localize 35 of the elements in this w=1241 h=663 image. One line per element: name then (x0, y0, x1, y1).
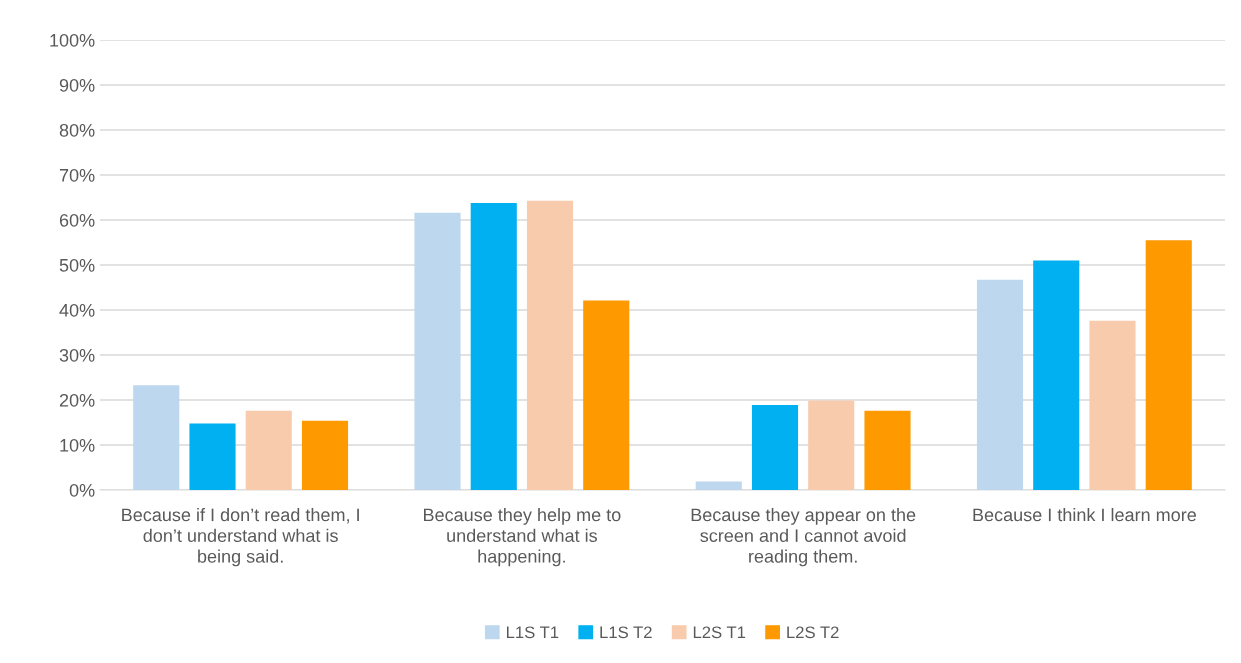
x-tick-label: Because I think I learn more (973, 508, 1196, 522)
y-tick-label: 70% (59, 168, 95, 182)
bar (1145, 240, 1192, 490)
legend-label: L1S T1 (506, 626, 559, 639)
y-tick-label: 10% (60, 438, 95, 452)
bar (808, 400, 855, 490)
x-tick-label: Because if I don’t read them, I don’t understand what is being said. (122, 508, 359, 567)
bar (864, 410, 911, 490)
bar (189, 423, 236, 490)
y-tick-label: 20% (59, 393, 95, 407)
y-tick-label: 50% (59, 258, 95, 272)
bar (301, 420, 349, 490)
bar (583, 300, 630, 490)
bar (695, 481, 742, 490)
bar (751, 404, 799, 490)
legend-label: L2S T2 (787, 626, 839, 639)
bar (1033, 260, 1080, 490)
bar (1089, 320, 1136, 490)
y-tick-label: 30% (59, 348, 95, 362)
y-tick-label: 0% (69, 483, 95, 497)
bar (976, 279, 1024, 490)
y-tick-label: 100% (50, 33, 95, 47)
legend-label: L1S T2 (600, 626, 652, 639)
y-tick-label: 40% (59, 303, 95, 317)
y-tick-label: 90% (59, 78, 95, 92)
y-tick-label: 60% (59, 213, 95, 227)
y-tick-label: 80% (59, 123, 95, 137)
bar (245, 410, 292, 490)
bar (470, 202, 517, 490)
bar (526, 200, 574, 490)
x-tick-label: Because they help me to understand what is happening. (424, 508, 621, 567)
legend-label: L2S T1 (693, 626, 746, 639)
x-tick-label: Because they appear on the screen and I cannot avoid reading them. (691, 508, 916, 567)
bar (414, 212, 461, 490)
bar (133, 385, 180, 490)
